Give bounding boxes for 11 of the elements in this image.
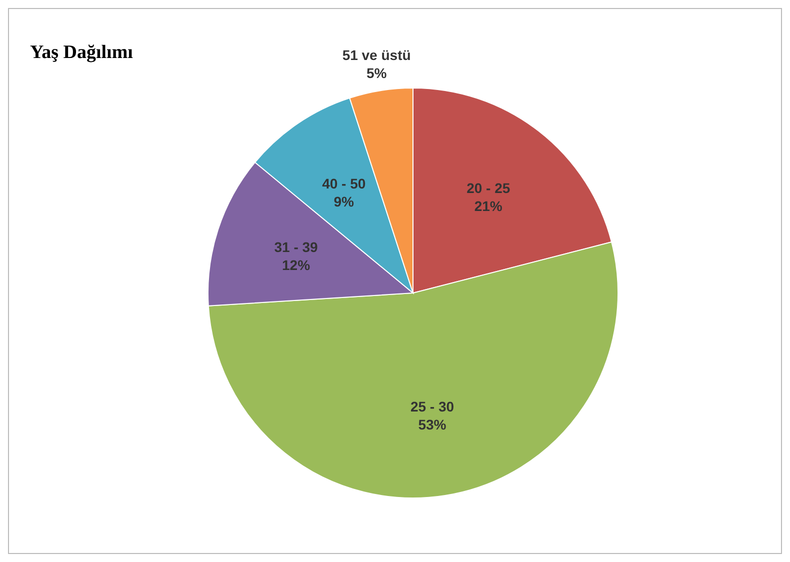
data-label: 9% — [334, 193, 355, 210]
slice-label: 40 - 50 — [322, 175, 366, 192]
data-label: 53% — [418, 416, 447, 432]
slice-label: 51 ve üstü — [342, 46, 411, 63]
slice-label: 20 - 25 — [466, 180, 510, 196]
slice-label: 25 - 30 — [410, 398, 454, 414]
slice-label: 31 - 39 — [274, 238, 318, 255]
data-label: 5% — [366, 64, 388, 81]
data-label: 21% — [474, 198, 503, 214]
data-label: 12% — [282, 256, 311, 273]
chart-title: Yaş Dağılımı — [30, 42, 133, 63]
